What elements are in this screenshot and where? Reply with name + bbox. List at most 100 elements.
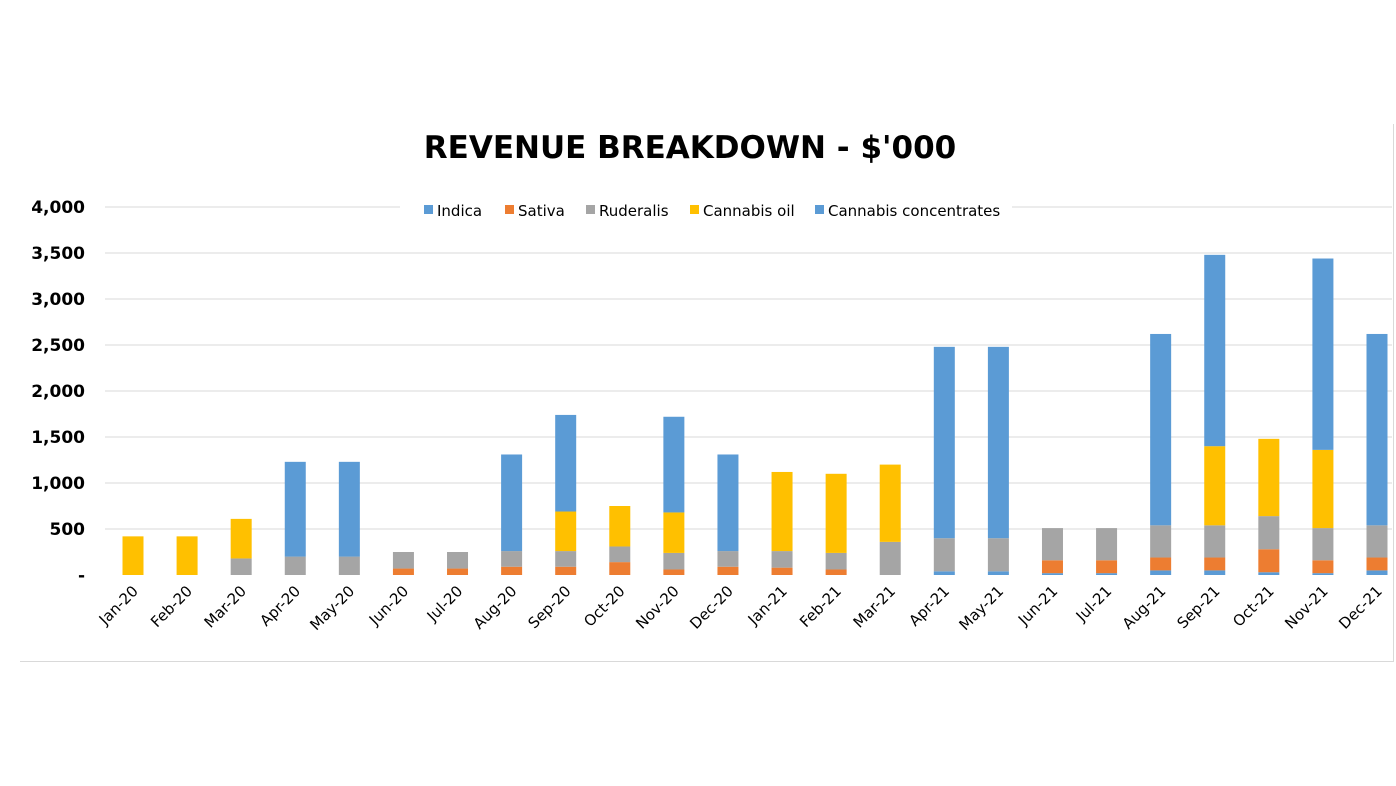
x-tick-label: Feb-20 xyxy=(147,582,196,631)
bar-3-2 xyxy=(230,518,252,559)
bar-1-12 xyxy=(771,567,793,575)
bar-0-20 xyxy=(1204,570,1226,575)
bar-4-16 xyxy=(987,346,1009,539)
bar-3-13 xyxy=(825,473,847,553)
bar-1-20 xyxy=(1204,557,1226,571)
bar-3-10 xyxy=(663,512,685,553)
y-tick-label: 3,000 xyxy=(31,290,85,310)
bars xyxy=(122,254,1388,575)
bar-3-1 xyxy=(176,536,198,575)
bar-2-21 xyxy=(1258,516,1280,550)
legend-background xyxy=(400,198,1012,222)
y-tick-label: 3,500 xyxy=(31,244,85,264)
legend-swatch-2 xyxy=(586,205,595,214)
x-tick-label: May-20 xyxy=(306,582,358,634)
gridlines xyxy=(105,206,1392,530)
x-tick-label: Mar-20 xyxy=(201,582,250,631)
legend-swatch-3 xyxy=(690,205,699,214)
x-tick-label: Aug-21 xyxy=(1119,582,1170,633)
x-tick-label: Nov-21 xyxy=(1281,582,1331,632)
bar-0-23 xyxy=(1366,570,1388,575)
bar-2-7 xyxy=(501,551,523,567)
bar-2-14 xyxy=(879,541,901,575)
x-tick-label: Oct-20 xyxy=(580,582,628,630)
bar-3-21 xyxy=(1258,438,1280,517)
bar-3-20 xyxy=(1204,446,1226,526)
x-tick-label: Sep-20 xyxy=(524,582,574,632)
bar-1-10 xyxy=(663,569,685,575)
bar-0-16 xyxy=(987,571,1009,575)
bar-3-12 xyxy=(771,471,793,552)
bar-2-3 xyxy=(284,556,306,575)
y-axis-ticks: - 500 1,000 1,500 2,000 2,500 3,000 3,500 4,000 xyxy=(31,198,85,586)
x-tick-label: Jan-20 xyxy=(95,582,142,629)
bar-1-9 xyxy=(609,562,631,575)
x-tick-label: May-21 xyxy=(955,582,1007,634)
legend-swatch-1 xyxy=(505,205,514,214)
bar-1-18 xyxy=(1096,560,1118,574)
y-tick-label: - xyxy=(78,566,85,586)
bar-2-10 xyxy=(663,552,685,570)
x-tick-label: Jun-20 xyxy=(365,582,412,629)
legend-label-1: Sativa xyxy=(518,202,565,220)
bar-0-17 xyxy=(1041,573,1063,575)
bar-2-12 xyxy=(771,551,793,568)
bar-0-19 xyxy=(1150,570,1172,575)
chart-title: REVENUE BREAKDOWN - $'000 xyxy=(424,130,956,166)
x-tick-label: Mar-21 xyxy=(850,582,899,631)
bar-3-22 xyxy=(1312,449,1334,529)
bar-2-15 xyxy=(933,538,955,572)
bar-2-16 xyxy=(987,538,1009,572)
bar-4-15 xyxy=(933,346,955,539)
bar-3-14 xyxy=(879,464,901,542)
y-tick-label: 4,000 xyxy=(31,198,85,218)
bar-2-5 xyxy=(392,552,414,569)
bar-4-22 xyxy=(1312,258,1334,450)
bar-4-3 xyxy=(284,461,306,557)
x-tick-label: Sep-21 xyxy=(1174,582,1224,632)
bar-3-0 xyxy=(122,536,144,575)
bar-4-11 xyxy=(717,454,739,552)
bar-0-22 xyxy=(1312,573,1334,575)
legend-swatch-4 xyxy=(815,205,824,214)
bar-2-4 xyxy=(338,556,360,575)
bar-2-9 xyxy=(609,546,631,563)
x-tick-label: Jul-20 xyxy=(423,582,467,626)
bar-2-11 xyxy=(717,551,739,567)
bar-4-20 xyxy=(1204,254,1226,447)
y-tick-label: 2,000 xyxy=(31,382,85,402)
x-tick-label: Feb-21 xyxy=(796,582,845,631)
bar-2-23 xyxy=(1366,525,1388,558)
bar-1-17 xyxy=(1041,560,1063,574)
legend-label-0: Indica xyxy=(437,202,482,220)
bar-1-13 xyxy=(825,569,847,575)
legend: Indica Sativa Ruderalis Cannabis oil Cannabi… xyxy=(400,198,1012,222)
bar-0-18 xyxy=(1096,573,1118,575)
bar-4-8 xyxy=(555,414,577,512)
bar-1-21 xyxy=(1258,549,1280,573)
y-tick-label: 2,500 xyxy=(31,336,85,356)
bar-0-21 xyxy=(1258,572,1280,575)
x-tick-label: Jun-21 xyxy=(1014,582,1061,629)
bar-2-6 xyxy=(447,552,469,569)
chart-frame xyxy=(20,124,1394,662)
x-tick-label: Nov-20 xyxy=(632,582,682,632)
x-tick-label: Dec-21 xyxy=(1335,582,1386,633)
bar-2-2 xyxy=(230,558,252,575)
bar-2-8 xyxy=(555,551,577,567)
legend-label-3: Cannabis oil xyxy=(703,202,795,220)
x-tick-label: Jul-21 xyxy=(1072,582,1116,626)
bar-4-23 xyxy=(1366,333,1388,526)
bar-1-8 xyxy=(555,566,577,575)
bar-3-9 xyxy=(609,506,631,547)
bar-4-19 xyxy=(1150,333,1172,526)
bar-4-10 xyxy=(663,416,685,513)
bar-2-19 xyxy=(1150,525,1172,558)
bar-1-11 xyxy=(717,566,739,575)
bar-1-19 xyxy=(1150,557,1172,571)
bar-3-8 xyxy=(555,511,577,552)
x-axis-ticks: Jan-20 Feb-20 Mar-20 Apr-20 May-20 Jun-20 Jul-… xyxy=(95,582,1386,634)
x-tick-label: Dec-20 xyxy=(686,582,737,633)
bar-2-17 xyxy=(1041,528,1063,561)
